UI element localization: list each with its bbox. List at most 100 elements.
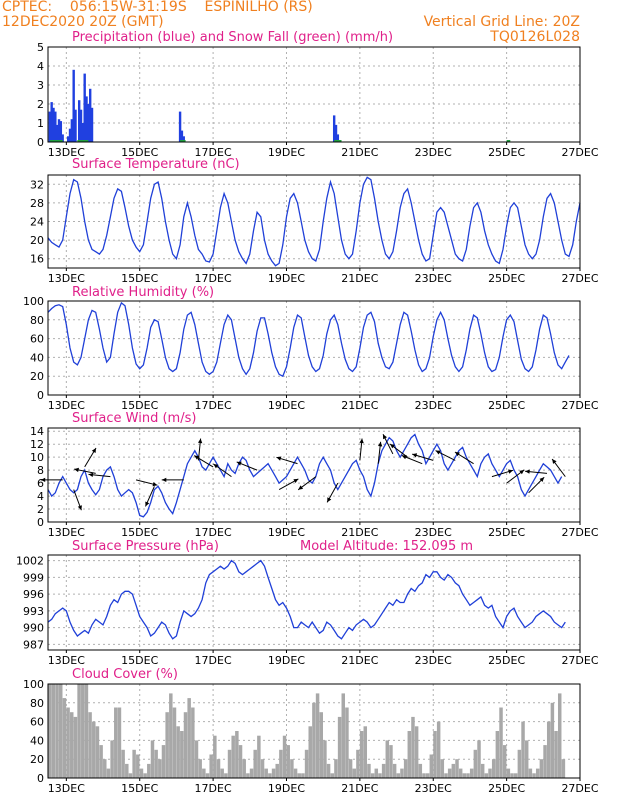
cloud-bar bbox=[132, 749, 136, 778]
cloud-bar bbox=[242, 759, 246, 778]
precip-bar bbox=[79, 109, 83, 142]
cloud-frame bbox=[47, 683, 581, 779]
cloud-bar bbox=[183, 712, 188, 778]
cloud-bar bbox=[348, 759, 353, 778]
precip-bar bbox=[68, 128, 72, 142]
humidity-xtick-label: 21DEC bbox=[341, 399, 378, 412]
cloud-bar bbox=[279, 749, 283, 778]
humidity-xtick-label: 17DEC bbox=[195, 399, 232, 412]
wind-xtick-label: 25DEC bbox=[488, 526, 525, 539]
precip-ytick-label: 1 bbox=[37, 117, 44, 130]
wind-arrow-head bbox=[74, 467, 79, 473]
cloud-bar bbox=[84, 684, 89, 778]
precip-xtick-label: 25DEC bbox=[488, 146, 525, 159]
precip-ytick-label: 5 bbox=[37, 41, 44, 54]
cloud-bar bbox=[326, 763, 331, 778]
wind-ytick-label: 6 bbox=[37, 477, 44, 490]
wind-arrow-head bbox=[145, 501, 150, 507]
humidity-ytick-label: 60 bbox=[30, 333, 44, 346]
wind-arrow-head bbox=[91, 448, 96, 453]
precip-xtick-label: 19DEC bbox=[268, 146, 305, 159]
pressure-xtick-label: 23DEC bbox=[415, 654, 452, 667]
cloud-bar bbox=[143, 773, 147, 778]
cloud-bar bbox=[92, 721, 96, 778]
wind-xtick-label: 23DEC bbox=[415, 526, 452, 539]
precip-bar bbox=[50, 102, 53, 142]
cloud-bar bbox=[114, 707, 118, 778]
cloud-bar bbox=[539, 759, 544, 778]
cloud-bar bbox=[433, 731, 437, 778]
cloud-bar bbox=[381, 763, 386, 778]
precip-xtick-label: 27DEC bbox=[561, 146, 598, 159]
cloud-bar bbox=[297, 773, 301, 778]
cloud-xtick-label: 21DEC bbox=[341, 782, 378, 795]
precip-bar bbox=[336, 134, 340, 142]
humidity-ytick-label: 20 bbox=[30, 370, 44, 383]
cloud-bar bbox=[517, 749, 522, 778]
cloud-bar bbox=[411, 716, 415, 778]
precip-ytick-label: 0 bbox=[37, 136, 44, 149]
cloud-bar bbox=[271, 768, 276, 778]
precip-ytick-label: 3 bbox=[37, 79, 44, 92]
wind-ytick-label: 2 bbox=[37, 503, 44, 516]
cloud-ytick-label: 20 bbox=[30, 753, 44, 766]
cloud-bar bbox=[286, 745, 290, 778]
wind-arrow-head bbox=[435, 450, 441, 455]
precip-bar bbox=[57, 119, 61, 142]
cloud-bar bbox=[268, 773, 272, 778]
cloud-bar bbox=[172, 707, 177, 778]
cloud-bar bbox=[169, 693, 173, 778]
cloud-ytick-label: 60 bbox=[30, 716, 44, 729]
pressure-ytick-label: 999 bbox=[23, 571, 44, 584]
cloud-bar bbox=[392, 763, 397, 778]
pressure-ytick-label: 990 bbox=[23, 622, 44, 635]
cloud-bar bbox=[139, 768, 144, 778]
cloud-bar bbox=[407, 731, 412, 778]
wind-arrow-head bbox=[552, 459, 557, 464]
cloud-ytick-label: 0 bbox=[37, 772, 44, 785]
cloud-bar bbox=[275, 763, 279, 778]
cloud-bar bbox=[451, 763, 456, 778]
cloud-bar bbox=[191, 707, 195, 778]
pressure-xtick-label: 17DEC bbox=[195, 654, 232, 667]
precip-bar bbox=[88, 88, 92, 142]
temperature-xtick-label: 27DEC bbox=[561, 272, 598, 285]
wind-arrow-head bbox=[276, 456, 282, 461]
pressure-ytick-label: 987 bbox=[23, 638, 44, 651]
pressure-xtick-label: 19DEC bbox=[268, 654, 305, 667]
humidity-ytick-label: 40 bbox=[30, 351, 44, 364]
precip-bar bbox=[180, 130, 184, 142]
cloud-bar bbox=[176, 726, 180, 778]
wind-arrow-head bbox=[161, 477, 167, 482]
precip-bar bbox=[87, 104, 90, 142]
model-id-label: TQ0126L028 bbox=[490, 29, 580, 45]
cloud-bar bbox=[535, 768, 540, 778]
wind-xtick-label: 17DEC bbox=[195, 526, 232, 539]
cloud-bar bbox=[550, 702, 555, 778]
cloud-bar bbox=[216, 759, 221, 778]
cloud-xtick-label: 17DEC bbox=[195, 782, 232, 795]
temperature-ytick-label: 16 bbox=[30, 253, 44, 266]
cloud-bar bbox=[528, 768, 533, 778]
cloud-bar bbox=[315, 693, 320, 778]
precip-bar bbox=[61, 134, 64, 142]
precip-bar bbox=[72, 69, 75, 142]
precip-bar bbox=[54, 111, 57, 142]
cloud-bar bbox=[117, 707, 122, 778]
cloud-bar bbox=[422, 773, 426, 778]
precip-bar bbox=[77, 100, 81, 142]
cloud-bar bbox=[81, 684, 85, 778]
cloud-bar bbox=[521, 721, 525, 778]
precip-frame bbox=[47, 46, 581, 143]
cloud-ytick-label: 100 bbox=[23, 678, 44, 691]
precip-ytick-label: 2 bbox=[37, 98, 44, 111]
pressure-ytick-label: 996 bbox=[23, 588, 44, 601]
temperature-xtick-label: 23DEC bbox=[415, 272, 452, 285]
wind-arrow-head bbox=[412, 453, 418, 458]
temperature-xtick-label: 21DEC bbox=[341, 272, 378, 285]
cloud-bar bbox=[466, 773, 470, 778]
cloud-bar bbox=[125, 763, 129, 778]
humidity-xtick-label: 25DEC bbox=[488, 399, 525, 412]
temperature-xtick-label: 15DEC bbox=[121, 272, 158, 285]
